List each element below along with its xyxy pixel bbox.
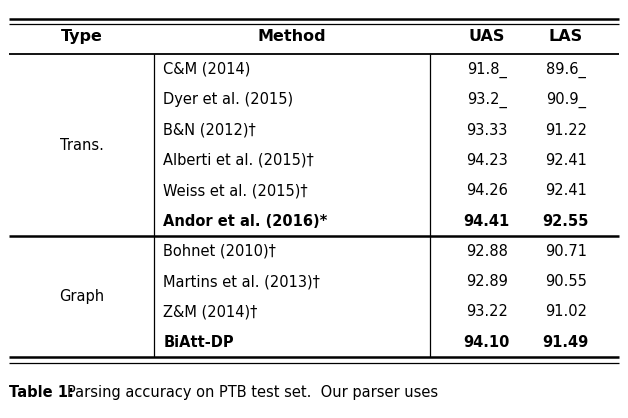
Text: Trans.: Trans. xyxy=(60,138,104,153)
Text: 91.49: 91.49 xyxy=(543,335,589,350)
Text: 94.41: 94.41 xyxy=(463,214,510,229)
Text: Graph: Graph xyxy=(59,289,104,304)
Text: LAS: LAS xyxy=(549,29,583,44)
Text: 93.2_: 93.2_ xyxy=(467,92,507,108)
Text: 91.8_: 91.8_ xyxy=(467,61,507,78)
Text: 92.89: 92.89 xyxy=(466,274,507,289)
Text: 93.22: 93.22 xyxy=(466,304,507,319)
Text: 94.10: 94.10 xyxy=(463,335,510,350)
Text: B&N (2012)†: B&N (2012)† xyxy=(163,122,256,138)
Text: 94.23: 94.23 xyxy=(466,153,507,168)
Text: 90.9_: 90.9_ xyxy=(546,92,586,108)
Text: Andor et al. (2016)*: Andor et al. (2016)* xyxy=(163,214,328,229)
Text: Method: Method xyxy=(257,29,327,44)
Text: 92.41: 92.41 xyxy=(545,183,587,198)
Text: 93.33: 93.33 xyxy=(466,122,507,138)
Text: 91.02: 91.02 xyxy=(545,304,587,319)
Text: 92.88: 92.88 xyxy=(466,244,507,259)
Text: Weiss et al. (2015)†: Weiss et al. (2015)† xyxy=(163,183,308,198)
Text: Z&M (2014)†: Z&M (2014)† xyxy=(163,304,257,319)
Text: 90.71: 90.71 xyxy=(545,244,587,259)
Text: Table 1:: Table 1: xyxy=(9,385,74,400)
Text: 89.6_: 89.6_ xyxy=(546,61,586,78)
Text: UAS: UAS xyxy=(468,29,505,44)
Text: Bohnet (2010)†: Bohnet (2010)† xyxy=(163,244,276,259)
Text: Alberti et al. (2015)†: Alberti et al. (2015)† xyxy=(163,153,314,168)
Text: Parsing accuracy on PTB test set.  Our parser uses: Parsing accuracy on PTB test set. Our pa… xyxy=(67,385,438,400)
Text: Martins et al. (2013)†: Martins et al. (2013)† xyxy=(163,274,320,289)
Text: Type: Type xyxy=(61,29,102,44)
Text: BiAtt-DP: BiAtt-DP xyxy=(163,335,234,350)
Text: 90.55: 90.55 xyxy=(545,274,587,289)
Text: 92.41: 92.41 xyxy=(545,153,587,168)
Text: 94.26: 94.26 xyxy=(466,183,507,198)
Text: C&M (2014): C&M (2014) xyxy=(163,62,251,77)
Text: 91.22: 91.22 xyxy=(545,122,587,138)
Text: Dyer et al. (2015): Dyer et al. (2015) xyxy=(163,92,293,107)
Text: 92.55: 92.55 xyxy=(543,214,589,229)
